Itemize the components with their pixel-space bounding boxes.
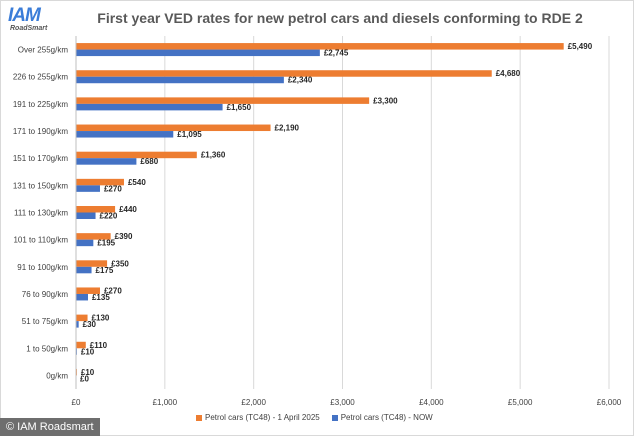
bar-now [76, 76, 284, 84]
legend-label-future: Petrol cars (TC48) - 1 April 2025 [205, 413, 320, 422]
bar-future [76, 178, 124, 186]
data-label-now: £175 [96, 266, 114, 275]
x-tick-label: £3,000 [330, 398, 355, 407]
bar-future [76, 314, 88, 322]
bar-future [76, 341, 86, 349]
y-category-label: 171 to 190g/km [13, 127, 68, 136]
data-label-now: £0 [80, 374, 89, 383]
bar-now [76, 158, 137, 165]
bar-future [76, 151, 197, 159]
legend-swatch-future [196, 414, 202, 421]
legend-item-future: Petrol cars (TC48) - 1 April 2025 [196, 413, 320, 422]
y-category-label: 91 to 100g/km [17, 263, 68, 272]
data-label-future: £390 [115, 232, 133, 241]
data-label-future: £10 [81, 368, 95, 377]
legend-swatch-now [331, 414, 338, 421]
data-label-now: £135 [92, 293, 110, 302]
x-tick-label: £6,000 [597, 398, 622, 407]
bar-now [76, 212, 96, 219]
data-label-future: £4,680 [496, 69, 521, 78]
y-category-label: 151 to 170g/km [13, 154, 68, 163]
logo-text: IAM [8, 5, 41, 26]
data-label-future: £350 [111, 259, 129, 268]
data-label-future: £440 [119, 205, 137, 214]
data-label-now: £2,340 [288, 76, 313, 85]
bar-now [76, 239, 94, 247]
bar-future [76, 97, 370, 104]
bar-future [76, 43, 564, 50]
x-tick-label: £0 [72, 398, 81, 407]
bar-now [76, 321, 79, 328]
bar-future [76, 260, 108, 267]
data-label-future: £3,300 [373, 96, 398, 105]
chart-legend: Petrol cars (TC48) - 1 April 2025 Petrol… [196, 413, 433, 422]
data-label-now: £270 [104, 184, 122, 193]
bar-future [76, 233, 111, 240]
data-label-future: £2,190 [275, 124, 300, 133]
data-label-now: £195 [97, 239, 115, 248]
y-category-label: 131 to 150g/km [13, 181, 68, 190]
data-label-now: £220 [100, 212, 118, 221]
data-label-future: £110 [90, 341, 108, 350]
y-category-label: 191 to 225g/km [13, 100, 68, 109]
bar-now [76, 266, 92, 274]
legend-label-now: Petrol cars (TC48) - NOW [340, 413, 433, 422]
data-label-future: £1,360 [201, 151, 226, 160]
y-category-label: 101 to 110g/km [13, 236, 68, 245]
bar-now [76, 293, 88, 301]
y-category-label: 0g/km [46, 371, 68, 380]
data-label-now: £1,650 [227, 103, 252, 112]
iam-roadsmart-logo: IAM RoadSmart [8, 5, 54, 35]
x-tick-label: £5,000 [508, 398, 533, 407]
data-label-now: £1,095 [177, 130, 202, 139]
legend-item-now: Petrol cars (TC48) - NOW [331, 413, 433, 422]
data-label-now: £2,745 [324, 49, 349, 58]
bar-future [76, 70, 492, 77]
data-label-future: £540 [128, 178, 146, 187]
bar-future [76, 206, 116, 213]
data-label-now: £680 [140, 157, 158, 166]
bar-future [76, 287, 100, 294]
bar-future [76, 124, 271, 132]
x-tick-label: £2,000 [241, 398, 266, 407]
bar-now [76, 49, 320, 57]
data-label-future: £270 [104, 286, 122, 295]
y-category-label: 76 to 90g/km [22, 290, 69, 299]
y-category-label: 226 to 255g/km [13, 73, 68, 82]
data-label-future: £5,490 [568, 42, 593, 51]
data-label-now: £10 [81, 347, 95, 356]
x-tick-label: £4,000 [419, 398, 444, 407]
y-category-label: 51 to 75g/km [22, 317, 69, 326]
bar-now [76, 131, 174, 138]
y-category-label: 1 to 50g/km [26, 344, 68, 353]
data-label-now: £30 [83, 320, 97, 329]
logo-subtext: RoadSmart [10, 25, 48, 32]
y-category-label: Over 255g/km [18, 46, 69, 55]
y-category-label: 111 to 130g/km [14, 209, 68, 218]
footer-credit: © IAM Roadsmart [0, 418, 100, 436]
bar-now [76, 185, 100, 192]
chart-title: First year VED rates for new petrol cars… [97, 10, 583, 26]
x-tick-label: £1,000 [153, 398, 178, 407]
bar-now [76, 103, 223, 111]
data-label-future: £130 [92, 314, 110, 323]
